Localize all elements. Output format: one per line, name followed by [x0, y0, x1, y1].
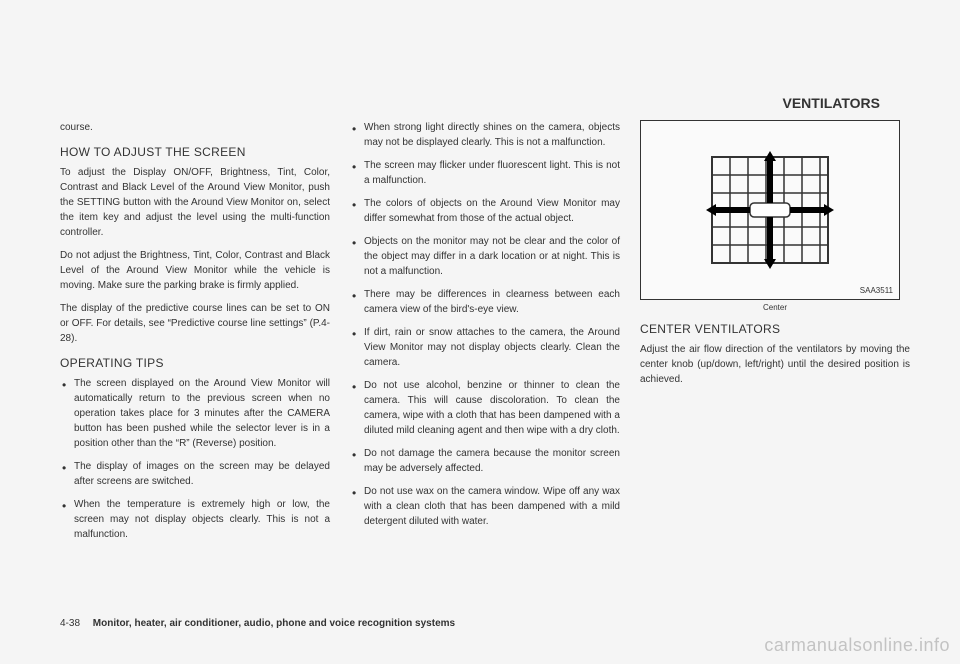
list-item: Do not use wax on the camera window. Wip…: [350, 484, 620, 529]
content-columns: course. HOW TO ADJUST THE SCREEN To adju…: [60, 120, 900, 550]
ventilator-diagram: SAA3511: [640, 120, 900, 300]
watermark: carmanualsonline.info: [764, 635, 950, 656]
para-adjust-3: The display of the predictive course lin…: [60, 301, 330, 346]
para-center-ventilators: Adjust the air flow direction of the ven…: [640, 342, 910, 387]
column-2: When strong light directly shines on the…: [350, 120, 620, 550]
para-adjust-1: To adjust the Display ON/OFF, Brightness…: [60, 165, 330, 240]
diagram-code: SAA3511: [860, 285, 893, 297]
tips-list-1: The screen displayed on the Around View …: [60, 376, 330, 542]
list-item: The display of images on the screen may …: [60, 459, 330, 489]
heading-center-ventilators: CENTER VENTILATORS: [640, 320, 910, 338]
column-3: SAA3511 Center CENTER VENTILATORS Adjust…: [640, 120, 910, 550]
list-item: Objects on the monitor may not be clear …: [350, 234, 620, 279]
footer-text: Monitor, heater, air conditioner, audio,…: [93, 618, 455, 629]
diagram-caption: Center: [640, 302, 910, 314]
page-number: 4-38: [60, 618, 80, 629]
list-item: Do not use alcohol, benzine or thinner t…: [350, 378, 620, 438]
list-item: The colors of objects on the Around View…: [350, 196, 620, 226]
ventilator-icon: [700, 145, 840, 275]
list-item: There may be differences in clearness be…: [350, 287, 620, 317]
tips-list-2: When strong light directly shines on the…: [350, 120, 620, 529]
heading-operating-tips: OPERATING TIPS: [60, 354, 330, 372]
list-item: Do not damage the camera because the mon…: [350, 446, 620, 476]
section-title: VENTILATORS: [783, 95, 881, 111]
column-1: course. HOW TO ADJUST THE SCREEN To adju…: [60, 120, 330, 550]
list-item: If dirt, rain or snow attaches to the ca…: [350, 325, 620, 370]
list-item: The screen may flicker under fluorescent…: [350, 158, 620, 188]
list-item: When the temperature is extremely high o…: [60, 497, 330, 542]
continued-text: course.: [60, 120, 330, 135]
list-item: When strong light directly shines on the…: [350, 120, 620, 150]
list-item: The screen displayed on the Around View …: [60, 376, 330, 451]
para-adjust-2: Do not adjust the Brightness, Tint, Colo…: [60, 248, 330, 293]
heading-adjust-screen: HOW TO ADJUST THE SCREEN: [60, 143, 330, 161]
page: VENTILATORS course. HOW TO ADJUST THE SC…: [0, 0, 960, 664]
page-footer: 4-38 Monitor, heater, air conditioner, a…: [60, 618, 455, 629]
